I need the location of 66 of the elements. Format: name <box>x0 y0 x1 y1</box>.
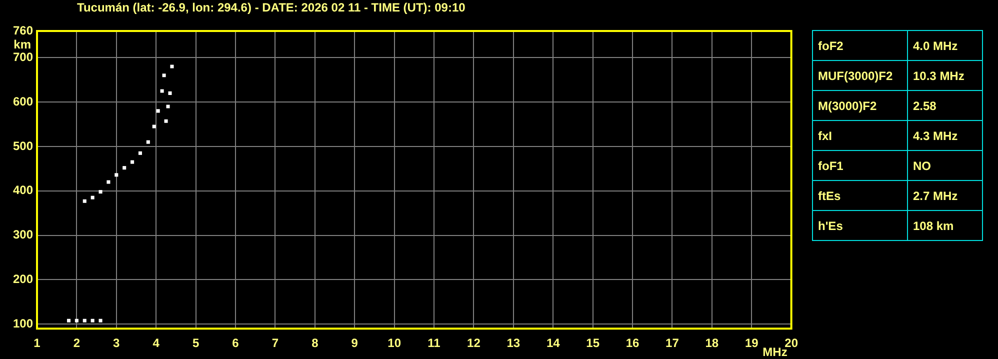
point <box>114 173 118 177</box>
x-tick-label: 18 <box>705 336 719 350</box>
x-tick-label: 16 <box>626 336 640 350</box>
y-axis-title: km <box>14 37 31 52</box>
point <box>146 140 150 144</box>
point <box>138 151 142 155</box>
text: M(3000)F2 <box>812 90 908 120</box>
chart-title: Tucumán (lat: -26.9, lon: 294.6) - DATE: 2026 02 11 - TIME (UT): 09:10 <box>77 0 466 14</box>
x-tick-label: 9 <box>351 336 358 350</box>
point <box>90 196 94 200</box>
x-tick-label: 10 <box>388 336 402 350</box>
point <box>98 190 102 194</box>
text: 108 km <box>908 210 982 240</box>
point <box>156 109 160 113</box>
y-tick-label: 700 <box>12 50 34 64</box>
y-tick-label: 200 <box>12 272 34 286</box>
text: 2.58 <box>908 90 982 120</box>
point <box>130 160 134 164</box>
x-tick-label: 20 <box>784 336 798 350</box>
y-tick-label: 300 <box>12 228 34 242</box>
text: foF2 <box>812 30 908 60</box>
x-tick-label: 5 <box>192 336 200 350</box>
point <box>90 318 94 322</box>
x-tick-label: 19 <box>744 336 759 350</box>
point <box>162 74 166 78</box>
y-tick-label: 600 <box>12 94 34 108</box>
point <box>74 318 78 322</box>
point <box>82 199 86 203</box>
point <box>170 64 174 68</box>
x-tick-label: 6 <box>232 336 240 350</box>
y-tick-label: 500 <box>12 138 34 153</box>
x-tick-label: 1 <box>34 336 41 350</box>
x-tick-label: 17 <box>666 336 680 350</box>
text: 2.7 MHz <box>908 180 982 210</box>
point <box>164 119 168 123</box>
x-tick-label: 13 <box>506 336 520 350</box>
x-tick-label: 7 <box>272 336 279 350</box>
point <box>98 318 102 322</box>
text: foF1 <box>812 150 908 180</box>
x-tick-label: 11 <box>428 336 441 350</box>
y-tick-label: 760 <box>12 23 34 38</box>
point <box>166 104 170 108</box>
x-tick-label: 14 <box>546 336 560 350</box>
text: NO <box>908 150 982 180</box>
text: 4.0 MHz <box>908 30 982 60</box>
point <box>106 180 110 184</box>
x-tick-label: 8 <box>312 336 319 350</box>
point <box>168 91 172 95</box>
point <box>160 89 164 93</box>
point <box>152 124 156 128</box>
y-tick-label: 400 <box>12 183 34 198</box>
text: ftEs <box>812 180 908 210</box>
text: h'Es <box>812 210 908 240</box>
x-tick-label: 3 <box>113 336 120 350</box>
x-tick-label: 15 <box>586 336 600 350</box>
text: MUF(3000)F2 <box>812 60 908 90</box>
point <box>82 318 86 322</box>
text: fxI <box>812 120 908 150</box>
point <box>66 318 71 322</box>
y-tick-label: 100 <box>12 316 34 330</box>
x-tick-label: 12 <box>467 336 481 350</box>
x-tick-label: 2 <box>73 336 80 350</box>
text: 4.3 MHz <box>908 120 982 150</box>
point <box>122 166 126 170</box>
x-tick-label: 4 <box>152 336 160 350</box>
text: 10.3 MHz <box>908 60 982 90</box>
